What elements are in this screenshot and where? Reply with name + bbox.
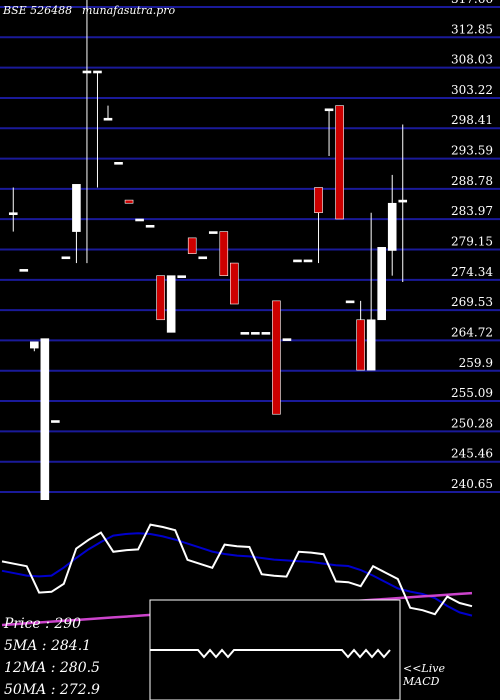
ma-blue-line <box>1 532 473 617</box>
candle-body <box>272 300 281 415</box>
price-chart: 317.66 312.85 308.03 303.22 298.41 293.59 288.… <box>0 0 500 500</box>
y-tick-label: 303.22 <box>451 83 493 97</box>
price-gridlines <box>0 6 500 493</box>
price-stat: Price : 290 <box>4 616 82 632</box>
candle-body <box>114 162 123 165</box>
candle-body <box>82 70 92 74</box>
candle-body <box>219 231 229 276</box>
candle-body <box>324 108 334 112</box>
y-tick-label: 283.97 <box>451 204 493 218</box>
candle-body <box>72 184 81 232</box>
y-tick-label: 279.15 <box>451 235 493 249</box>
candle-body <box>345 300 355 304</box>
price-line <box>1 523 473 616</box>
macd-label: MACD <box>403 675 440 688</box>
y-tick-label: 250.28 <box>451 416 493 430</box>
candle-body <box>177 275 186 278</box>
candle-body <box>387 202 397 251</box>
candle-body <box>30 341 39 349</box>
candle-body <box>145 224 155 228</box>
ma5-stat: 5MA : 284.1 <box>4 638 92 654</box>
macd-line <box>150 648 391 659</box>
candle-body <box>398 199 408 203</box>
candle-body <box>135 218 144 222</box>
y-tick-label: 245.46 <box>451 447 493 461</box>
macd-lines <box>150 648 391 659</box>
candle-body <box>156 275 165 321</box>
candle-body <box>356 319 365 371</box>
candle-body <box>230 262 239 305</box>
candlestick-series <box>8 0 408 500</box>
candle-body <box>293 259 302 263</box>
y-tick-label: 255.09 <box>451 386 493 400</box>
candle-body <box>198 256 208 260</box>
y-tick-label: 312.85 <box>451 22 493 36</box>
candle-body <box>282 338 292 341</box>
site-name: munafasutra.pro <box>82 4 176 17</box>
candle-body <box>303 259 313 263</box>
candle-body <box>166 275 176 333</box>
candle-body <box>51 420 60 423</box>
ma12-stat: 12MA : 280.5 <box>4 660 100 676</box>
candle-body <box>40 338 50 500</box>
candle-body <box>335 105 344 220</box>
stock-code: BSE 526488 <box>2 4 72 17</box>
y-tick-label: 274.34 <box>451 265 493 279</box>
indicator-chart <box>1 523 473 700</box>
y-tick-label: 259.9 <box>459 356 493 370</box>
candle-body <box>103 117 113 121</box>
y-tick-label: 308.03 <box>451 53 493 67</box>
candle-body <box>366 319 376 371</box>
ma50-stat: 50MA : 272.9 <box>4 682 100 698</box>
y-tick-label: 288.78 <box>451 174 493 188</box>
candle-body <box>208 231 218 234</box>
candle-body <box>93 70 102 74</box>
candle-body <box>240 332 250 335</box>
y-tick-label: 317.66 <box>451 0 493 6</box>
y-tick-label: 240.65 <box>451 477 493 491</box>
candle-body <box>314 187 323 213</box>
candle-body <box>377 247 386 321</box>
candle-body <box>251 332 260 335</box>
y-tick-label: 269.53 <box>451 295 493 309</box>
candle-body <box>261 332 271 335</box>
y-tick-label: 298.41 <box>451 113 493 127</box>
y-tick-label: 293.59 <box>451 144 493 158</box>
y-tick-label: 264.72 <box>451 325 493 339</box>
macd-live-label: <<Live <box>403 662 445 675</box>
candle-body <box>61 256 71 260</box>
candle-body <box>124 199 134 204</box>
candle-body <box>187 237 197 254</box>
candle-body <box>19 269 29 272</box>
candle-body <box>8 212 18 215</box>
price-axis-labels: 317.66 312.85 308.03 303.22 298.41 293.59 288.… <box>451 0 493 491</box>
